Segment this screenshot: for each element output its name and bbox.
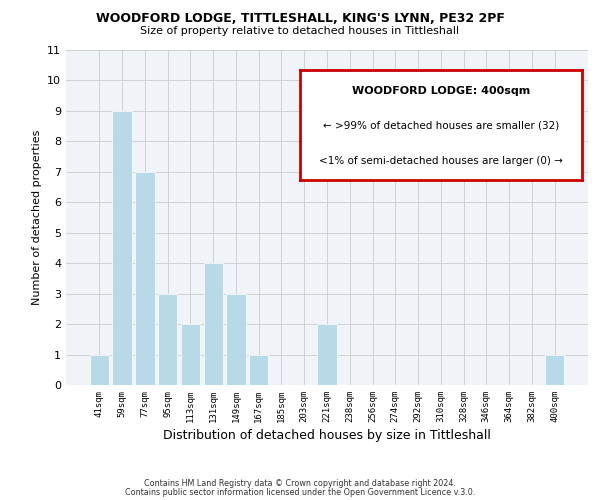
Text: <1% of semi-detached houses are larger (0) →: <1% of semi-detached houses are larger (… — [319, 156, 563, 166]
Y-axis label: Number of detached properties: Number of detached properties — [32, 130, 41, 305]
Bar — [545, 354, 564, 385]
Bar — [112, 111, 132, 385]
Bar — [158, 294, 178, 385]
Text: Contains HM Land Registry data © Crown copyright and database right 2024.: Contains HM Land Registry data © Crown c… — [144, 478, 456, 488]
Text: WOODFORD LODGE, TITTLESHALL, KING'S LYNN, PE32 2PF: WOODFORD LODGE, TITTLESHALL, KING'S LYNN… — [95, 12, 505, 26]
Bar — [90, 354, 109, 385]
Bar — [181, 324, 200, 385]
Text: Contains public sector information licensed under the Open Government Licence v.: Contains public sector information licen… — [125, 488, 475, 497]
Bar — [226, 294, 245, 385]
Bar — [203, 263, 223, 385]
Bar — [135, 172, 155, 385]
Text: ← >99% of detached houses are smaller (32): ← >99% of detached houses are smaller (3… — [323, 120, 559, 130]
Bar — [249, 354, 268, 385]
Text: Size of property relative to detached houses in Tittleshall: Size of property relative to detached ho… — [140, 26, 460, 36]
Text: WOODFORD LODGE: 400sqm: WOODFORD LODGE: 400sqm — [352, 86, 530, 97]
Bar — [317, 324, 337, 385]
X-axis label: Distribution of detached houses by size in Tittleshall: Distribution of detached houses by size … — [163, 429, 491, 442]
